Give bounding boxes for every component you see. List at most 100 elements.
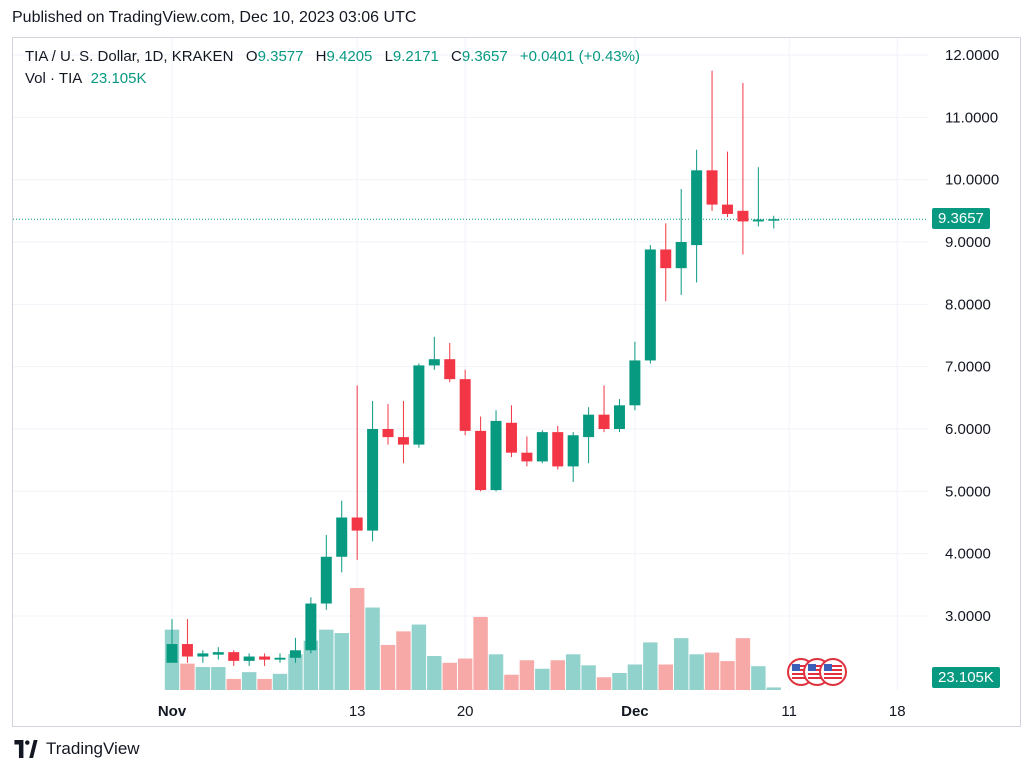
price-axis: 12.0000 11.0000 10.0000 9.0000 8.0000 7.0000 6… <box>945 47 999 625</box>
last-volume-tag: 23.105K <box>932 667 1000 688</box>
volume-bar <box>411 624 427 690</box>
volume-bar <box>211 667 226 690</box>
chart-frame[interactable] <box>12 37 1021 727</box>
volume-bar <box>735 638 751 690</box>
candle-body <box>752 219 764 222</box>
volume-bar <box>766 687 781 690</box>
y-tick-label: 5.0000 <box>945 483 991 500</box>
volume-bar <box>457 658 473 690</box>
y-tick-label: 4.0000 <box>945 546 991 563</box>
candle-body <box>228 652 240 661</box>
volume-bar <box>473 616 488 690</box>
volume-bar <box>272 673 288 690</box>
volume-bar <box>612 673 627 690</box>
open-label: O <box>245 48 258 65</box>
x-tick-label: 13 <box>349 703 366 720</box>
flag-stripe <box>808 677 826 679</box>
flag-ring <box>819 658 847 686</box>
candle-body <box>320 556 332 604</box>
flag-stripe <box>808 665 826 667</box>
y-tick-label: 8.0000 <box>945 296 991 313</box>
volume-bar <box>334 633 349 690</box>
flag-canton <box>792 664 800 671</box>
volume-bar <box>427 656 442 690</box>
candle-body <box>459 379 471 431</box>
flag-stripe <box>792 669 810 671</box>
volume-bar <box>751 666 766 690</box>
close-value: 9.3657 <box>461 48 508 65</box>
open-value: 9.3577 <box>257 48 304 65</box>
y-tick-label: 12.0000 <box>945 47 999 64</box>
flag-stripe <box>824 665 842 667</box>
high-label: H <box>315 48 327 65</box>
candle-body <box>629 360 641 406</box>
volume-bar <box>257 678 272 690</box>
volume-bar <box>643 642 658 690</box>
tradingview-logo-icon <box>14 740 38 758</box>
candle-body <box>382 429 394 438</box>
candle-body <box>505 422 517 453</box>
candle-body <box>675 242 687 269</box>
candle-body <box>536 432 548 462</box>
change-value: +0.0401 (+0.43%) <box>519 48 640 65</box>
volume-bar <box>535 668 550 690</box>
candle-body <box>490 420 502 491</box>
candle-body <box>197 653 209 657</box>
x-tick-label: Dec <box>621 703 649 720</box>
volume-bar <box>720 661 735 690</box>
candle-body <box>521 452 533 462</box>
y-tick-label: 10.0000 <box>945 172 999 189</box>
close-label: C <box>450 48 462 65</box>
candle-body <box>768 219 780 221</box>
volume-bar <box>504 674 519 690</box>
volume-bar <box>396 631 411 690</box>
footer-brand: TradingView <box>46 739 140 758</box>
candle-body <box>475 430 487 491</box>
volume-bar <box>195 667 211 690</box>
x-tick-label: 11 <box>781 703 797 720</box>
candle-body <box>721 204 733 214</box>
volume-bar <box>519 660 535 690</box>
candle-body <box>351 517 363 531</box>
legend-row-ohlc: TIA / U. S. Dollar, 1D, KRAKEN O9.3577 H… <box>25 46 648 68</box>
legend-row-volume: Vol · TIA 23.105K <box>25 68 648 90</box>
us-flag-icon <box>819 658 847 686</box>
y-tick-label: 7.0000 <box>945 359 991 376</box>
candle-body <box>598 414 610 429</box>
volume-bar <box>488 654 504 690</box>
candle-body <box>243 656 255 661</box>
volume-bar <box>180 663 195 690</box>
candle-body <box>166 644 178 663</box>
volume-bar <box>442 662 457 690</box>
candle-body <box>413 365 425 445</box>
grid-lines <box>13 38 928 690</box>
candle-body <box>336 517 348 557</box>
chart-legend: TIA / U. S. Dollar, 1D, KRAKEN O9.3577 H… <box>25 46 648 90</box>
y-tick-label: 6.0000 <box>945 421 991 438</box>
volume-bar <box>380 644 396 690</box>
candle-body <box>706 170 718 205</box>
volume-bar <box>349 588 365 690</box>
candle-body <box>552 432 564 467</box>
flag-stripe <box>808 669 826 671</box>
volume-label: Vol · TIA <box>25 70 83 87</box>
x-tick-label: Nov <box>158 703 187 720</box>
candle-body <box>567 435 579 467</box>
candles <box>166 70 780 666</box>
time-axis: Nov 13 20 Dec 11 18 <box>158 703 906 720</box>
candle-body <box>305 603 317 651</box>
volume-bar <box>303 640 319 690</box>
tradingview-footer[interactable]: TradingView <box>12 739 140 759</box>
symbol-title: TIA / U. S. Dollar, 1D, KRAKEN <box>25 48 234 65</box>
flag-canton <box>824 664 832 671</box>
flag-stripe <box>824 677 842 679</box>
volume-bar <box>241 672 257 690</box>
last-price-tag: 9.3657 <box>932 208 990 230</box>
flag-stripe <box>824 669 842 671</box>
flag-canton <box>808 664 816 671</box>
candle-body <box>212 652 224 655</box>
volume-bar <box>565 654 581 690</box>
x-tick-label: 20 <box>457 703 474 720</box>
low-label: L <box>384 48 393 65</box>
